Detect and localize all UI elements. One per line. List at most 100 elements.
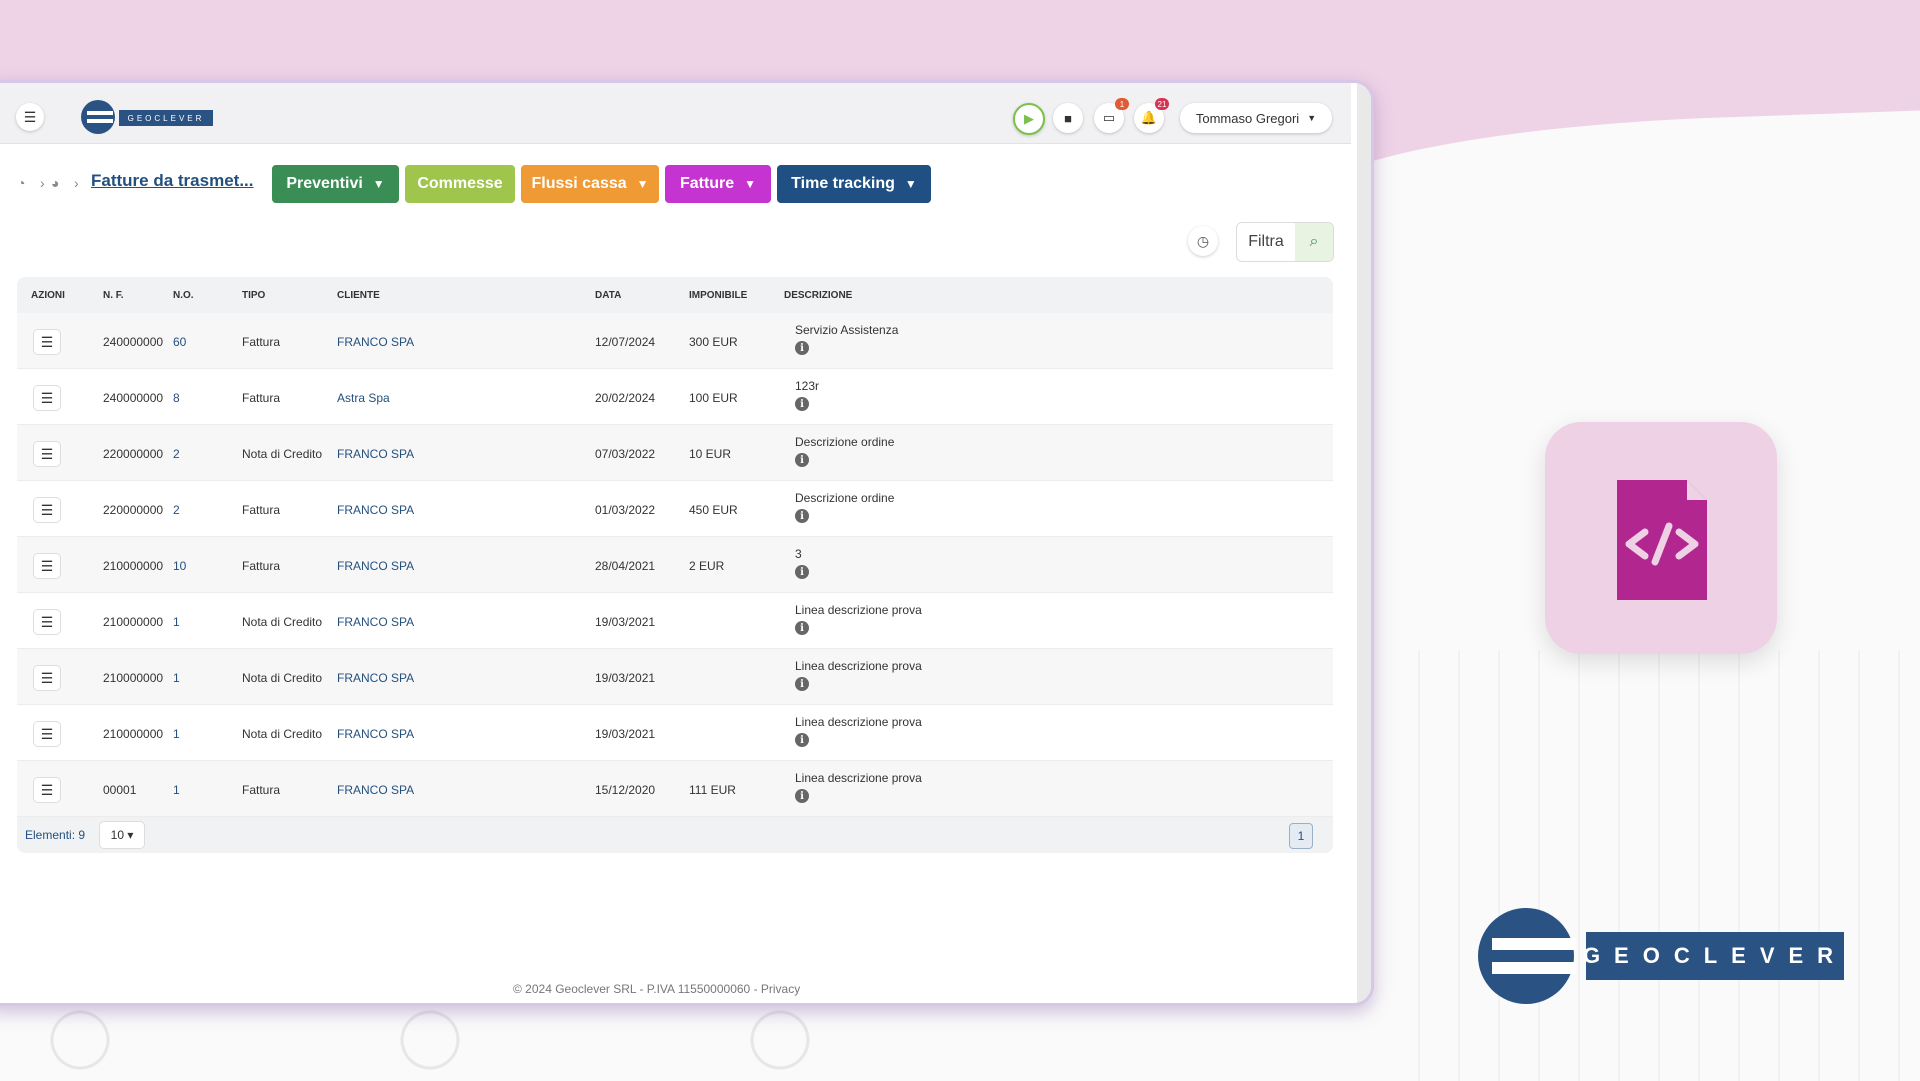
column-header: IMPONIBILE [689, 290, 748, 301]
customer-link[interactable]: FRANCO SPA [337, 335, 415, 349]
table-row: ☰ 220000000 2 Nota di Credito FRANCO SPA 07/0… [17, 425, 1333, 481]
page-size-value: 10 [110, 828, 124, 842]
info-icon[interactable]: i [795, 565, 809, 579]
row-actions-menu-icon[interactable]: ☰ [33, 329, 61, 355]
row-actions-menu-icon[interactable]: ☰ [33, 721, 61, 747]
document-type: Fattura [242, 559, 281, 573]
page-size-select[interactable]: 10 ▾ [99, 821, 145, 849]
customer-link[interactable]: FRANCO SPA [337, 727, 415, 741]
scrollbar[interactable] [1357, 83, 1371, 1003]
invoices-table: AZIONI N. F. N.O. TIPO CLIENTE DATA IMPO… [17, 277, 1333, 853]
table-row: ☰ 240000000 60 Fattura FRANCO SPA 12/07/2024 3… [17, 313, 1333, 369]
nav-label: Commesse [417, 175, 503, 192]
table-footer: Elementi: 9 10 ▾ 1 [17, 817, 1333, 853]
info-icon[interactable]: i [795, 789, 809, 803]
page-button[interactable]: 1 [1289, 823, 1313, 849]
info-icon[interactable]: i [795, 453, 809, 467]
pie-chart-icon[interactable]: ◕ [51, 175, 60, 191]
top-bar: ☰ GEOCLEVER ▶ ■ ▭ 1 🔔 21 Tommaso Gregori ▼ [0, 83, 1351, 144]
tasks-icon[interactable]: ▭ 1 [1094, 98, 1129, 133]
row-actions-menu-icon[interactable]: ☰ [33, 553, 61, 579]
chevron-down-icon: ▼ [372, 177, 385, 191]
row-actions-menu-icon[interactable]: ☰ [33, 665, 61, 691]
dashboard-icon[interactable]: ◔ [17, 175, 26, 191]
breadcrumb-separator-icon: › [40, 175, 45, 191]
taxable-amount: 10 EUR [689, 447, 732, 461]
order-number-link[interactable]: 2 [173, 503, 180, 517]
nav-commesse[interactable]: Commesse [405, 165, 515, 203]
info-icon[interactable]: i [795, 397, 809, 411]
info-icon[interactable]: i [795, 509, 809, 523]
info-icon[interactable]: i [795, 677, 809, 691]
invoice-number: 240000000 [103, 391, 163, 405]
description-text: Linea descrizione prova [795, 715, 922, 729]
table-header: AZIONI N. F. N.O. TIPO CLIENTE DATA IMPO… [17, 277, 1333, 313]
customer-link[interactable]: FRANCO SPA [337, 559, 415, 573]
row-actions-menu-icon[interactable]: ☰ [33, 385, 61, 411]
invoice-date: 01/03/2022 [595, 503, 656, 517]
tasks-badge: 1 [1115, 98, 1129, 110]
taxable-amount: 111 EUR [689, 783, 736, 797]
order-number-link[interactable]: 1 [173, 783, 180, 797]
column-header: N.O. [173, 290, 194, 301]
notes-icon[interactable]: ■ [1053, 103, 1083, 133]
nav-label: Preventivi [286, 175, 363, 192]
nav-time-tracking[interactable]: Time tracking ▼ [777, 165, 931, 203]
invoice-number: 210000000 [103, 671, 163, 685]
order-number-link[interactable]: 1 [173, 727, 180, 741]
invoice-number: 210000000 [103, 559, 163, 573]
document-type: Fattura [242, 391, 281, 405]
column-header: AZIONI [31, 290, 65, 301]
customer-link[interactable]: Astra Spa [337, 391, 390, 405]
table-body: ☰ 240000000 60 Fattura FRANCO SPA 12/07/2024 3… [17, 313, 1333, 817]
order-number-link[interactable]: 8 [173, 391, 180, 405]
order-number-link[interactable]: 60 [173, 335, 187, 349]
row-actions-menu-icon[interactable]: ☰ [33, 497, 61, 523]
invoice-date: 19/03/2021 [595, 671, 656, 685]
customer-link[interactable]: FRANCO SPA [337, 783, 415, 797]
filter-control[interactable]: Filtra ⌕ [1236, 222, 1334, 262]
nav-label: Time tracking [791, 175, 895, 192]
nav-preventivi[interactable]: Preventivi ▼ [272, 165, 399, 203]
description-text: Descrizione ordine [795, 435, 895, 449]
order-number-link[interactable]: 10 [173, 559, 187, 573]
row-actions-menu-icon[interactable]: ☰ [33, 441, 61, 467]
info-icon[interactable]: i [795, 341, 809, 355]
order-number-link[interactable]: 1 [173, 615, 180, 629]
taxable-amount: 300 EUR [689, 335, 738, 349]
document-type: Nota di Credito [242, 615, 323, 629]
history-icon[interactable]: ◷ [1188, 226, 1218, 256]
description-text: Linea descrizione prova [795, 771, 922, 785]
customer-link[interactable]: FRANCO SPA [337, 503, 415, 517]
document-type: Nota di Credito [242, 671, 323, 685]
order-number-link[interactable]: 2 [173, 447, 180, 461]
filter-label[interactable]: Filtra [1248, 233, 1284, 250]
bell-icon[interactable]: 🔔 21 [1134, 98, 1169, 133]
row-actions-menu-icon[interactable]: ☰ [33, 777, 61, 803]
invoice-date: 19/03/2021 [595, 615, 656, 629]
element-count: Elementi: 9 [25, 828, 86, 842]
user-menu[interactable]: Tommaso Gregori ▼ [1180, 103, 1332, 133]
taxable-amount: 450 EUR [689, 503, 738, 517]
nav-flussi-cassa[interactable]: Flussi cassa ▼ [521, 165, 659, 203]
search-icon[interactable]: ⌕ [1295, 223, 1333, 261]
nav-fatture[interactable]: Fatture ▼ [665, 165, 771, 203]
play-icon[interactable]: ▶ [1013, 103, 1045, 135]
customer-link[interactable]: FRANCO SPA [337, 615, 415, 629]
chevron-down-icon: ▼ [636, 177, 649, 191]
info-icon[interactable]: i [795, 733, 809, 747]
invoice-number: 00001 [103, 783, 137, 797]
order-number-link[interactable]: 1 [173, 671, 180, 685]
customer-link[interactable]: FRANCO SPA [337, 447, 415, 461]
brand-logo-text: GEOCLEVER [1583, 932, 1844, 980]
invoice-date: 19/03/2021 [595, 727, 656, 741]
page-title[interactable]: Fatture da trasmet... [91, 171, 254, 190]
invoice-date: 20/02/2024 [595, 391, 656, 405]
description-text: Servizio Assistenza [795, 323, 899, 337]
row-actions-menu-icon[interactable]: ☰ [33, 609, 61, 635]
menu-toggle-icon[interactable]: ☰ [16, 103, 44, 131]
customer-link[interactable]: FRANCO SPA [337, 671, 415, 685]
background-circuit-pattern-right [1380, 650, 1920, 1081]
info-icon[interactable]: i [795, 621, 809, 635]
breadcrumb-separator-icon: › [74, 175, 79, 191]
